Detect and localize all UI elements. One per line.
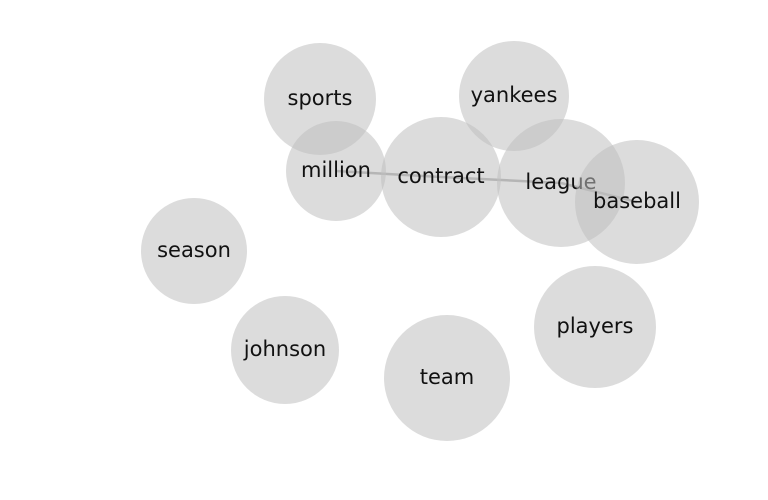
bubble-johnson xyxy=(231,296,339,404)
bubble-baseball xyxy=(575,140,699,264)
label-million: million xyxy=(301,158,371,182)
node-baseball: baseball xyxy=(575,140,699,264)
label-yankees: yankees xyxy=(471,83,558,107)
bubble-players xyxy=(534,266,656,388)
node-players: players xyxy=(534,266,656,388)
label-contract: contract xyxy=(397,164,484,188)
label-team: team xyxy=(420,365,474,389)
node-contract: contract xyxy=(381,117,501,237)
node-team: team xyxy=(384,315,510,441)
bubble-team xyxy=(384,315,510,441)
node-season: season xyxy=(141,198,247,304)
label-players: players xyxy=(557,314,634,338)
label-johnson: johnson xyxy=(243,337,326,361)
bubble-contract xyxy=(381,117,501,237)
label-season: season xyxy=(157,238,231,262)
bubble-season xyxy=(141,198,247,304)
node-million: million xyxy=(286,121,386,221)
label-sports: sports xyxy=(288,86,353,110)
node-johnson: johnson xyxy=(231,296,339,404)
label-baseball: baseball xyxy=(593,189,681,213)
bubble-million xyxy=(286,121,386,221)
